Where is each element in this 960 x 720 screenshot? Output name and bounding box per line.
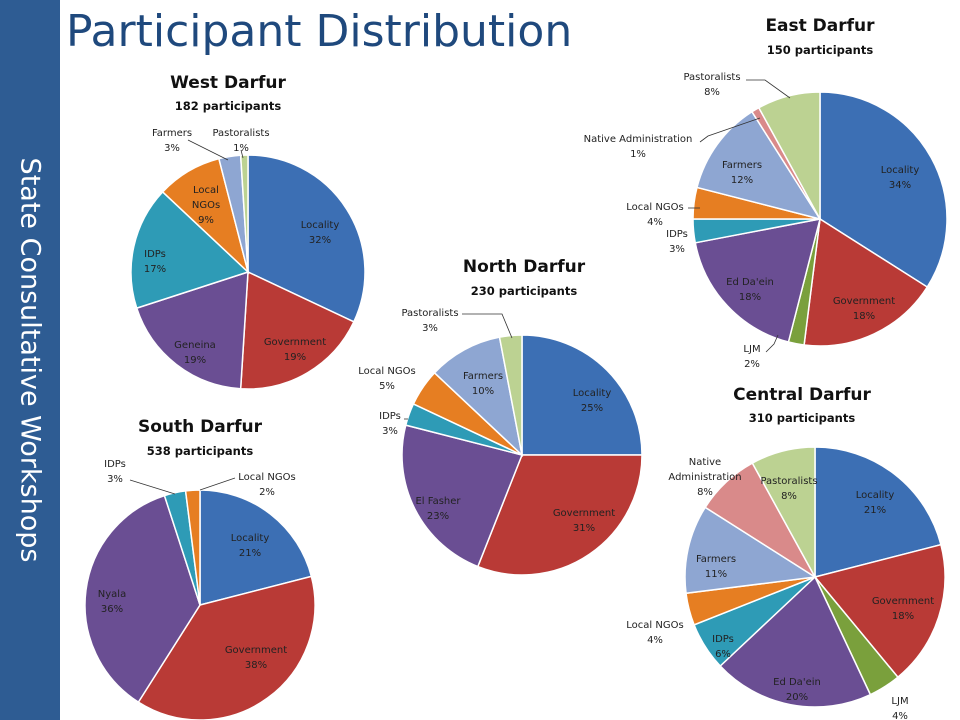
- data-label-ljm: LJM 4%: [891, 696, 908, 720]
- data-label-local-ngos: Local NGOs 4%: [626, 620, 683, 646]
- data-label-idps: IDPs 3%: [104, 459, 126, 485]
- pie-slice-locality: [521, 334, 643, 456]
- data-label-idps: IDPs 17%: [144, 249, 166, 275]
- leader-line-pastoralists: [240, 149, 244, 159]
- pie-slice-ed-da-ein: [719, 575, 872, 708]
- pie-slice-locality: [199, 489, 313, 606]
- data-label-idps: IDPs 3%: [379, 411, 401, 437]
- pie-slice-geneina: [135, 270, 249, 390]
- chart-title: North Darfur: [463, 257, 586, 277]
- data-label-ed-da-ein: Ed Da'ein 20%: [773, 677, 821, 703]
- pie-slice-locality: [247, 154, 366, 323]
- pie-slice-el-fasher: [401, 424, 524, 568]
- page-title: Participant Distribution: [66, 6, 573, 57]
- pie-chart-south-darfur: South Darfur 538 participants Locality 21% G…: [84, 417, 316, 720]
- leader-line-farmers: [187, 139, 229, 161]
- data-label-government: Government 31%: [553, 508, 615, 534]
- data-label-local-ngos: Local NGOs 9%: [192, 185, 220, 226]
- pie-chart-east-darfur: East Darfur 150 participants Locality 34% Go…: [584, 16, 948, 370]
- data-label-farmers: Farmers 10%: [463, 371, 503, 397]
- leader-line-local-ngos: [199, 477, 236, 491]
- data-label-nyala: Nyala 36%: [98, 589, 126, 615]
- pie-slice-farmers: [696, 110, 822, 221]
- pie-slice-locality: [814, 446, 942, 578]
- pie-slice-ed-da-ein: [694, 218, 822, 343]
- data-label-government: Government 38%: [225, 645, 287, 671]
- pie-slice-government: [803, 217, 929, 347]
- data-label-idps: IDPs 6%: [712, 634, 734, 660]
- pie-slice-nyala: [84, 494, 201, 704]
- data-label-local-ngos: Local NGOs 2%: [238, 472, 295, 498]
- chart-subtitle: 150 participants: [767, 43, 874, 57]
- pie-slice-farmers: [684, 506, 818, 595]
- data-label-government: Government 18%: [872, 596, 934, 622]
- pie-slice-pastoralists: [757, 91, 821, 220]
- pie-slice-local-ngos: [184, 489, 201, 606]
- data-label-ljm: LJM 2%: [743, 344, 760, 370]
- data-label-farmers: Farmers 11%: [696, 554, 736, 580]
- pie-slice-government: [476, 454, 643, 576]
- pie-slice-pastoralists: [751, 446, 816, 578]
- data-label-native-administration: Native Administration 8%: [668, 457, 741, 498]
- chart-title: South Darfur: [138, 417, 263, 437]
- leader-line-idps: [129, 479, 176, 495]
- chart-subtitle: 230 participants: [471, 284, 578, 298]
- data-label-native-administration: Native Administration 1%: [584, 134, 693, 160]
- data-label-pastoralists: Pastoralists 8%: [760, 476, 817, 502]
- chart-title: West Darfur: [170, 73, 286, 93]
- data-label-locality: Locality 25%: [573, 388, 612, 414]
- pie-slice-government: [239, 270, 355, 390]
- data-label-pastoralists: Pastoralists 8%: [683, 72, 740, 98]
- chart-subtitle: 538 participants: [147, 444, 254, 458]
- data-label-government: Government 19%: [264, 337, 326, 363]
- pie-chart-central-darfur: Central Darfur 310 participants Locality 21…: [626, 385, 946, 720]
- data-label-local-ngos: Local NGOs 5%: [358, 366, 415, 392]
- data-label-idps: IDPs 3%: [666, 229, 688, 255]
- pie-chart-west-darfur: West Darfur 182 participants Locality 32% Go…: [130, 73, 366, 390]
- pie-slice-government: [137, 575, 316, 720]
- leader-line-pastoralists: [746, 79, 791, 99]
- data-label-geneina: Geneina 19%: [174, 340, 216, 366]
- data-label-locality: Locality 34%: [881, 165, 920, 191]
- sidebar-panel: State Consultative Workshops: [0, 0, 60, 720]
- pie-slice-government: [813, 543, 946, 679]
- data-label-el-fasher: El Fasher 23%: [415, 496, 461, 522]
- chart-title: East Darfur: [765, 16, 875, 36]
- pie-slice-idps: [130, 190, 250, 310]
- data-label-locality: Locality 21%: [231, 533, 270, 559]
- leader-line-native-administration: [699, 117, 761, 143]
- data-label-pastoralists: Pastoralists 1%: [212, 128, 269, 154]
- data-label-government: Government 18%: [833, 296, 895, 322]
- pie-slice-farmers: [433, 336, 524, 458]
- chart-subtitle: 182 participants: [175, 99, 282, 113]
- data-label-farmers: Farmers 3%: [152, 128, 192, 154]
- pie-slice-pastoralists: [239, 154, 249, 273]
- pie-chart-north-darfur: North Darfur 230 participants Locality 25% G…: [358, 257, 643, 576]
- data-label-farmers: Farmers 12%: [722, 160, 762, 186]
- data-label-locality: Locality 32%: [301, 220, 340, 246]
- data-label-ed-da-ein: Ed Da'ein 18%: [726, 277, 774, 303]
- leader-line-pastoralists: [462, 313, 513, 339]
- data-label-pastoralists: Pastoralists 3%: [401, 308, 458, 334]
- chart-subtitle: 310 participants: [749, 411, 856, 425]
- data-label-local-ngos: Local NGOs 4%: [626, 202, 683, 228]
- chart-title: Central Darfur: [733, 385, 871, 405]
- leader-line-ljm: [765, 334, 779, 353]
- data-label-locality: Locality 21%: [856, 490, 895, 516]
